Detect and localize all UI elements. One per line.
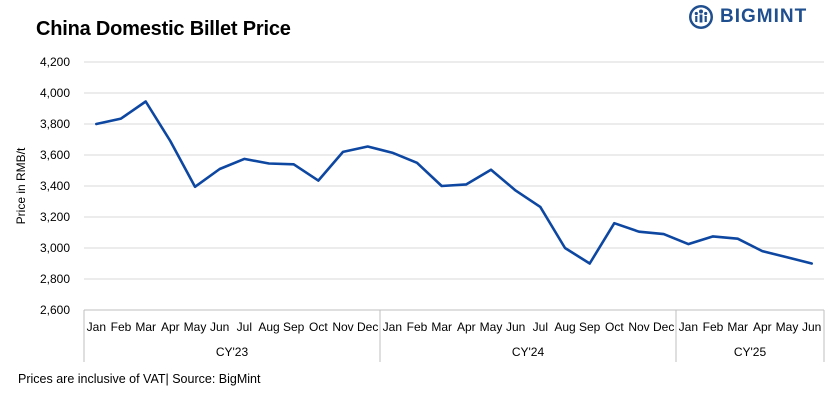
x-tick-label: Apr [161,320,180,334]
y-tick-label: 3,000 [40,241,70,255]
y-tick-label: 3,800 [40,117,70,131]
x-tick-label: May [776,320,799,334]
bigmint-logo-icon [689,5,713,29]
x-tick-label: Mar [135,320,156,334]
x-tick-label: Dec [653,320,674,334]
year-group-label: CY'23 [216,345,249,359]
y-tick-label: 2,800 [40,272,70,286]
y-tick-label: 4,000 [40,86,70,100]
source-footnote: Prices are inclusive of VAT| Source: Big… [18,372,261,386]
x-tick-label: Sep [283,320,305,334]
x-tick-label: Aug [258,320,279,334]
x-tick-label: Nov [628,320,649,334]
y-tick-label: 3,400 [40,179,70,193]
x-tick-label: Jun [802,320,821,334]
year-group-label: CY'24 [512,345,545,359]
x-tick-label: Apr [753,320,772,334]
x-tick-label: Feb [703,320,724,334]
y-tick-label: 2,600 [40,303,70,317]
y-tick-label: 3,600 [40,148,70,162]
x-tick-label: Oct [605,320,624,334]
x-tick-label: Jun [210,320,229,334]
bigmint-logo-text: BIGMINT [720,6,808,27]
x-tick-label: Jan [87,320,106,334]
chart-title: China Domestic Billet Price [36,18,291,40]
x-tick-label: May [480,320,503,334]
bigmint-logo: BIGMINT [688,4,807,30]
x-tick-label: Jan [383,320,402,334]
year-group-label: CY'25 [734,345,767,359]
x-tick-label: Jan [679,320,698,334]
x-tick-label: Mar [431,320,452,334]
x-tick-label: Mar [727,320,748,334]
x-tick-label: Jul [533,320,548,334]
y-tick-label: 4,200 [40,55,70,69]
x-tick-label: Nov [332,320,353,334]
x-tick-label: Jun [506,320,525,334]
x-tick-label: Jul [237,320,252,334]
x-tick-label: Apr [457,320,476,334]
x-tick-label: Dec [357,320,378,334]
x-tick-label: Oct [309,320,328,334]
y-axis-label: Price in RMB/t [14,147,28,224]
x-tick-label: Feb [111,320,132,334]
y-tick-label: 3,200 [40,210,70,224]
price-series-line [95,100,814,265]
x-tick-label: Aug [554,320,575,334]
x-tick-label: Feb [407,320,428,334]
x-tick-label: May [184,320,207,334]
x-tick-label: Sep [579,320,601,334]
